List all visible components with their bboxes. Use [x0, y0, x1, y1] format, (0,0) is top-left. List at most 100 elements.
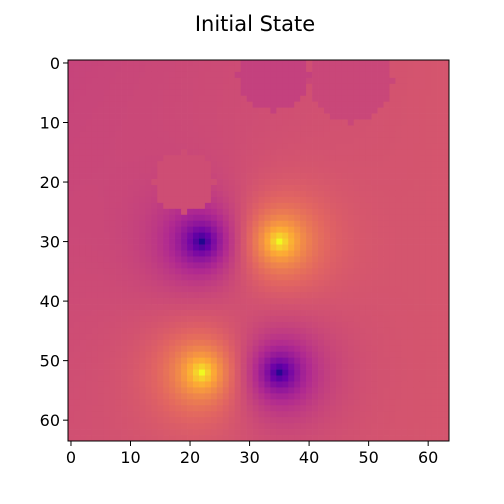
- heatmap-cell: [145, 77, 152, 85]
- heatmap-cell: [193, 250, 200, 257]
- heatmap-cell: [115, 220, 122, 228]
- heatmap-cell: [431, 262, 438, 269]
- heatmap-cell: [407, 333, 414, 341]
- heatmap-cell: [437, 71, 444, 79]
- heatmap-cell: [300, 298, 307, 305]
- heatmap-cell: [79, 119, 87, 126]
- heatmap-cell: [282, 250, 289, 257]
- heatmap-cell: [365, 256, 372, 263]
- heatmap-cell: [443, 429, 450, 436]
- heatmap-cell: [204, 333, 212, 341]
- heatmap-cell: [401, 304, 408, 311]
- heatmap-cell: [121, 327, 128, 335]
- heatmap-cell: [359, 196, 367, 204]
- heatmap-cell: [365, 286, 372, 293]
- heatmap-cell: [264, 357, 271, 364]
- heatmap-cell: [347, 327, 355, 335]
- heatmap-cell: [91, 375, 99, 382]
- heatmap-cell: [365, 167, 372, 174]
- heatmap-cell: [193, 185, 200, 192]
- heatmap-cell: [264, 298, 271, 305]
- heatmap-cell: [109, 369, 116, 376]
- heatmap-cell: [318, 101, 325, 108]
- heatmap-cell: [85, 321, 93, 329]
- heatmap-cell: [163, 411, 170, 418]
- heatmap-cell: [216, 256, 224, 263]
- heatmap-cell: [288, 167, 295, 174]
- heatmap-cell: [270, 95, 277, 103]
- heatmap-cell: [294, 220, 301, 228]
- heatmap-cell: [437, 131, 444, 138]
- heatmap-cell: [407, 202, 414, 210]
- heatmap-cell: [318, 363, 325, 370]
- heatmap-cell: [109, 375, 116, 382]
- heatmap-cell: [407, 417, 414, 424]
- heatmap-cell: [193, 274, 200, 281]
- heatmap-cell: [181, 161, 188, 168]
- heatmap-cell: [323, 262, 331, 269]
- heatmap-cell: [234, 107, 241, 114]
- heatmap-cell: [395, 411, 402, 418]
- heatmap-cell: [443, 95, 450, 103]
- heatmap-cell: [294, 304, 301, 311]
- heatmap-cell: [312, 65, 319, 73]
- heatmap-cell: [407, 399, 414, 406]
- heatmap-cell: [323, 357, 331, 364]
- heatmap-cell: [133, 417, 140, 424]
- heatmap-cell: [431, 143, 438, 150]
- heatmap-cell: [133, 220, 140, 228]
- heatmap-cell: [371, 125, 378, 132]
- heatmap-cell: [133, 321, 140, 329]
- heatmap-cell: [365, 417, 372, 424]
- heatmap-cell: [139, 268, 146, 275]
- heatmap-cell: [121, 149, 128, 156]
- heatmap-cell: [306, 143, 313, 150]
- heatmap-cell: [294, 71, 301, 79]
- heatmap-cell: [151, 143, 158, 150]
- heatmap-cell: [97, 405, 105, 412]
- heatmap-cell: [157, 387, 164, 394]
- heatmap-cell: [228, 83, 236, 91]
- heatmap-cell: [157, 315, 164, 323]
- heatmap-cell: [240, 214, 247, 222]
- heatmap-cell: [121, 256, 128, 263]
- heatmap-cell: [359, 381, 367, 388]
- heatmap-cell: [335, 60, 343, 67]
- heatmap-cell: [300, 208, 307, 216]
- heatmap-cell: [359, 369, 367, 376]
- heatmap-cell: [329, 214, 337, 222]
- heatmap-cell: [341, 232, 349, 239]
- heatmap-cell: [151, 250, 158, 257]
- heatmap-cell: [163, 214, 170, 222]
- heatmap-cell: [323, 214, 331, 222]
- heatmap-cell: [270, 71, 277, 79]
- heatmap-cell: [240, 113, 247, 120]
- heatmap-cell: [347, 268, 355, 275]
- heatmap-cell: [109, 173, 116, 180]
- heatmap-cell: [347, 351, 355, 359]
- heatmap-cell: [198, 161, 206, 168]
- heatmap-cell: [335, 423, 343, 430]
- heatmap-cell: [371, 286, 378, 293]
- heatmap-cell: [139, 345, 146, 353]
- heatmap-cell: [246, 65, 253, 73]
- heatmap-cell: [109, 268, 116, 275]
- heatmap-cell: [85, 423, 93, 430]
- heatmap-cell: [347, 149, 355, 156]
- heatmap-cell: [282, 286, 289, 293]
- heatmap-cell: [306, 125, 313, 132]
- heatmap-cell: [329, 357, 337, 364]
- heatmap-cell: [193, 173, 200, 180]
- heatmap-cell: [389, 429, 396, 436]
- heatmap-cell: [210, 429, 218, 436]
- heatmap-cell: [401, 399, 408, 406]
- heatmap-cell: [264, 107, 271, 114]
- heatmap-cell: [425, 292, 432, 299]
- heatmap-cell: [359, 89, 367, 97]
- heatmap-cell: [389, 113, 396, 120]
- heatmap-cell: [270, 357, 277, 364]
- heatmap-cell: [216, 274, 224, 281]
- heatmap-cell: [169, 286, 176, 293]
- heatmap-cell: [371, 435, 378, 442]
- heatmap-cell: [419, 345, 426, 353]
